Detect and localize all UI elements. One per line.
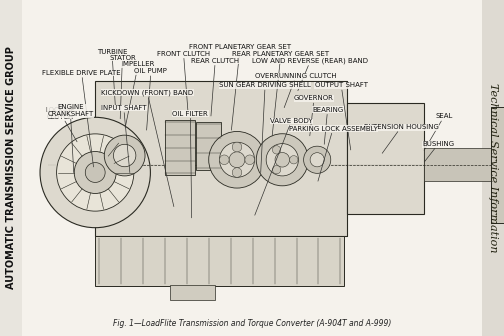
Text: Technical Service Information: Technical Service Information xyxy=(488,83,498,253)
Text: STATOR: STATOR xyxy=(109,55,136,119)
Text: REAR PLANETARY GEAR SET: REAR PLANETARY GEAR SET xyxy=(232,51,330,136)
Text: BUSHING: BUSHING xyxy=(422,141,454,162)
Bar xyxy=(347,103,424,214)
Circle shape xyxy=(232,168,242,177)
Circle shape xyxy=(56,134,134,211)
Circle shape xyxy=(85,163,105,182)
Circle shape xyxy=(113,144,136,167)
Circle shape xyxy=(219,142,255,177)
Circle shape xyxy=(104,135,145,176)
Bar xyxy=(196,122,221,170)
Circle shape xyxy=(310,153,324,167)
Text: PARKING LOCK ASSEMBLY: PARKING LOCK ASSEMBLY xyxy=(289,126,377,181)
Text: KICKDOWN (FRONT) BAND: KICKDOWN (FRONT) BAND xyxy=(101,89,194,207)
Bar xyxy=(491,107,504,222)
Text: LOCK-UP
CLUTCH: LOCK-UP CLUTCH xyxy=(46,107,77,142)
Text: ENGINE
CRANKSHAFT: ENGINE CRANKSHAFT xyxy=(47,104,93,173)
Circle shape xyxy=(74,152,116,194)
Circle shape xyxy=(229,152,245,168)
Text: EXTENSION HOUSING: EXTENSION HOUSING xyxy=(363,124,438,153)
Bar xyxy=(424,149,504,181)
Text: FRONT CLUTCH: FRONT CLUTCH xyxy=(157,51,210,110)
Text: OIL PUMP: OIL PUMP xyxy=(135,68,167,130)
Bar xyxy=(95,81,347,236)
Bar xyxy=(482,0,504,336)
Bar xyxy=(165,120,195,175)
Text: Fig. 1—LoadFlite Transmission and Torque Converter (A-904T and A-999): Fig. 1—LoadFlite Transmission and Torque… xyxy=(113,320,391,329)
Text: GOVERNOR: GOVERNOR xyxy=(294,95,334,136)
Bar xyxy=(0,0,22,336)
Bar xyxy=(95,236,344,286)
Circle shape xyxy=(290,156,298,164)
Circle shape xyxy=(272,166,281,174)
Text: FRONT PLANETARY GEAR SET: FRONT PLANETARY GEAR SET xyxy=(189,44,291,130)
Text: OUTPUT SHAFT: OUTPUT SHAFT xyxy=(314,82,368,150)
Circle shape xyxy=(275,153,290,167)
Text: REAR CLUTCH: REAR CLUTCH xyxy=(191,58,239,116)
Circle shape xyxy=(219,155,229,165)
Text: SUN GEAR DRIVING SHELL: SUN GEAR DRIVING SHELL xyxy=(219,82,311,173)
Text: VALVE BODY: VALVE BODY xyxy=(255,118,312,215)
Text: FLEXIBLE DRIVE PLATE: FLEXIBLE DRIVE PLATE xyxy=(42,70,121,167)
Text: IMPELLER: IMPELLER xyxy=(121,61,155,127)
Text: INPUT SHAFT: INPUT SHAFT xyxy=(101,105,147,173)
Circle shape xyxy=(303,146,331,173)
Circle shape xyxy=(266,143,298,176)
Text: BEARING: BEARING xyxy=(312,107,343,144)
Circle shape xyxy=(272,146,281,154)
Circle shape xyxy=(209,131,265,188)
Circle shape xyxy=(256,134,308,186)
Text: TURBINE: TURBINE xyxy=(97,49,127,108)
Text: OVERRUNNING CLUTCH: OVERRUNNING CLUTCH xyxy=(255,73,337,108)
Text: LOW AND REVERSE (REAR) BAND: LOW AND REVERSE (REAR) BAND xyxy=(253,57,368,91)
Text: AUTOMATIC TRANSMISSION SERVICE GROUP: AUTOMATIC TRANSMISSION SERVICE GROUP xyxy=(6,47,16,289)
Circle shape xyxy=(245,155,255,165)
Circle shape xyxy=(232,142,242,152)
Bar xyxy=(170,285,215,300)
Text: SEAL: SEAL xyxy=(424,114,453,150)
Text: OIL FILTER: OIL FILTER xyxy=(172,111,208,218)
Circle shape xyxy=(40,117,150,228)
